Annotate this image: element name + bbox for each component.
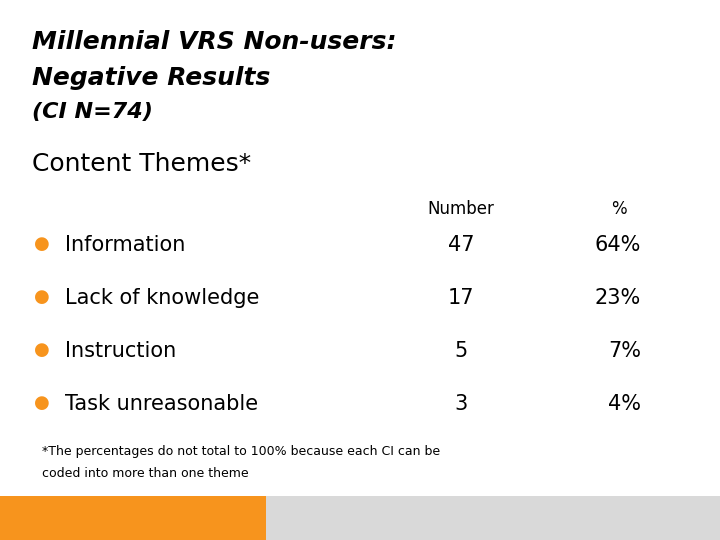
Text: 17: 17 <box>448 288 474 308</box>
Text: ●: ● <box>34 394 50 411</box>
Text: Millennial VRS Non-users:: Millennial VRS Non-users: <box>32 30 397 53</box>
Text: Ⓞ OCLC: Ⓞ OCLC <box>22 513 62 523</box>
Text: 23%: 23% <box>595 288 641 308</box>
Text: 4%: 4% <box>608 394 641 414</box>
Text: ●: ● <box>34 341 50 359</box>
Text: 5: 5 <box>454 341 467 361</box>
Text: 34: 34 <box>345 511 361 524</box>
Text: Negative Results: Negative Results <box>32 66 271 90</box>
Text: Number: Number <box>428 200 494 218</box>
Text: New York Public Library – December 10 , 2008: New York Public Library – December 10 , … <box>445 508 702 518</box>
Text: coded into more than one theme: coded into more than one theme <box>42 467 248 480</box>
Text: 7%: 7% <box>608 341 641 361</box>
Text: ●: ● <box>34 235 50 253</box>
Text: 47: 47 <box>448 235 474 255</box>
Text: (CI N=74): (CI N=74) <box>32 102 153 122</box>
Text: Instruction: Instruction <box>65 341 176 361</box>
Text: Lack of knowledge: Lack of knowledge <box>65 288 259 308</box>
Text: Expectations of the Screenager Generation: Expectations of the Screenager Generatio… <box>461 524 702 534</box>
Text: Information: Information <box>65 235 185 255</box>
Text: Content Themes*: Content Themes* <box>32 152 251 176</box>
Text: Task unreasonable: Task unreasonable <box>65 394 258 414</box>
Text: 3: 3 <box>454 394 467 414</box>
Text: %: % <box>611 200 627 218</box>
Text: *The percentages do not total to 100% because each CI can be: *The percentages do not total to 100% be… <box>42 446 440 458</box>
Text: 64%: 64% <box>595 235 641 255</box>
Text: ●: ● <box>34 288 50 306</box>
